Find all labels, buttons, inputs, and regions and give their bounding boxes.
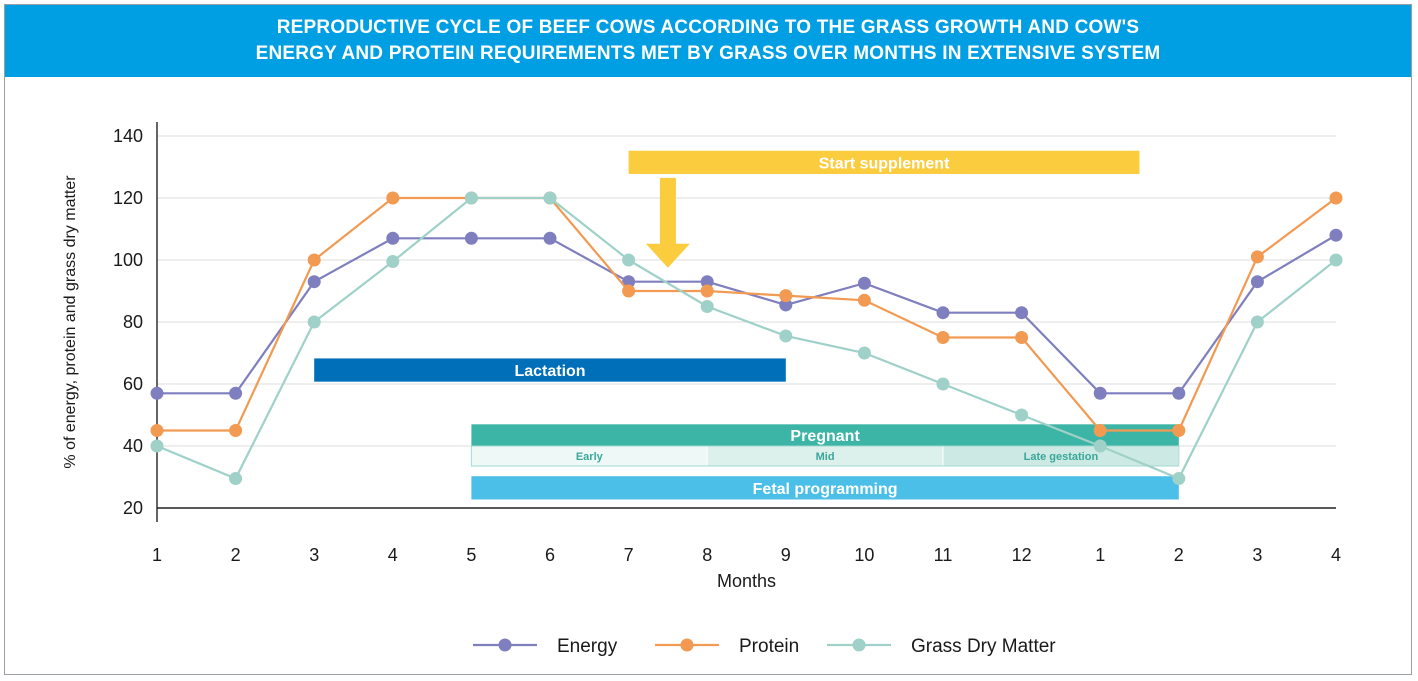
protein-point-10: [857, 293, 871, 307]
grass-dry-matter-point-11: [936, 377, 950, 391]
energy-point-11: [936, 306, 950, 320]
energy-point-6: [543, 231, 557, 245]
y-tick-label-140: 140: [113, 126, 143, 146]
grass-dry-matter-point-1: [150, 439, 164, 453]
x-tick-label-15: 3: [1252, 545, 1262, 565]
protein-point-15: [1250, 250, 1264, 264]
protein-point-12: [1015, 331, 1029, 344]
x-axis-title: Months: [717, 571, 776, 591]
x-tick-label-8: 8: [702, 545, 712, 565]
legend-protein-label: Protein: [739, 636, 799, 657]
chart-title-line-2: ENERGY AND PROTEIN REQUIREMENTS MET BY G…: [255, 43, 1161, 64]
grass-dry-matter-point-14: [1172, 472, 1186, 486]
energy-point-3: [307, 275, 321, 289]
protein-point-13: [1093, 424, 1107, 437]
energy-point-14: [1172, 386, 1186, 400]
protein-point-2: [229, 424, 243, 437]
grass-dry-matter-point-6: [543, 191, 557, 205]
protein-point-8: [700, 284, 714, 298]
pregnant-band-label: Pregnant: [790, 428, 860, 445]
x-tick-label-1: 1: [152, 545, 162, 565]
pregnancy-stage-3: [943, 446, 1179, 466]
protein-point-14: [1172, 424, 1186, 437]
fetal-programming-band-label: Fetal programming: [753, 481, 898, 498]
x-tick-label-9: 9: [781, 545, 791, 565]
grass-dry-matter-point-3: [307, 315, 321, 329]
pregnancy-stage-label-3: Late gestation: [1024, 451, 1099, 463]
protein-point-16: [1329, 191, 1343, 205]
legend-energy-label: Energy: [557, 636, 618, 657]
pregnancy-stage-2: [707, 446, 943, 466]
x-tick-label-14: 2: [1174, 545, 1184, 565]
grass-dry-matter-point-12: [1015, 408, 1029, 422]
energy-point-10: [857, 276, 871, 290]
energy-point-15: [1250, 275, 1264, 289]
legend-protein-marker: [680, 638, 694, 652]
y-tick-label-120: 120: [113, 188, 143, 208]
grass-dry-matter-point-7: [622, 253, 636, 267]
grass-dry-matter-point-16: [1329, 253, 1343, 267]
y-tick-label-100: 100: [113, 250, 143, 270]
energy-point-2: [229, 386, 243, 400]
y-tick-label-40: 40: [123, 436, 143, 456]
x-tick-label-5: 5: [466, 545, 476, 565]
energy-point-4: [386, 231, 400, 245]
y-tick-label-60: 60: [123, 374, 143, 394]
grass-dry-matter-point-5: [464, 191, 478, 205]
grass-dry-matter-point-15: [1250, 315, 1264, 329]
x-tick-label-13: 1: [1095, 545, 1105, 565]
y-tick-label-80: 80: [123, 312, 143, 332]
protein-point-3: [307, 253, 321, 267]
protein-point-9: [779, 289, 793, 303]
y-axis-title: % of energy, protein and grass dry matte…: [62, 175, 79, 469]
pregnancy-stage-label-1: Early: [576, 451, 604, 463]
protein-point-4: [386, 191, 400, 205]
title-banner: REPRODUCTIVE CYCLE OF BEEF COWS ACCORDIN…: [5, 5, 1411, 77]
energy-point-13: [1093, 386, 1107, 400]
x-tick-label-10: 10: [854, 545, 874, 565]
legend-grass-dry-matter-label: Grass Dry Matter: [911, 636, 1056, 657]
x-tick-label-6: 6: [545, 545, 555, 565]
lactation-band: [314, 358, 786, 382]
x-tick-label-7: 7: [624, 545, 634, 565]
start-supplement-band-label: Start supplement: [819, 155, 950, 172]
grass-dry-matter-point-4: [386, 255, 400, 269]
energy-point-12: [1015, 306, 1029, 320]
pregnancy-stage-1: [471, 446, 707, 466]
pregnancy-stage-label-2: Mid: [816, 451, 835, 463]
x-tick-label-12: 12: [1012, 545, 1032, 565]
protein-point-7: [622, 284, 636, 298]
grass-dry-matter-point-9: [779, 329, 793, 343]
energy-point-9: [779, 298, 793, 312]
pregnant-band: [471, 424, 1179, 446]
protein-line: [157, 196, 1337, 432]
lactation-band-label: Lactation: [514, 363, 585, 380]
chart-frame: REPRODUCTIVE CYCLE OF BEEF COWS ACCORDIN…: [4, 4, 1412, 675]
legend-energy-marker: [498, 638, 512, 652]
y-tick-label-20: 20: [123, 498, 143, 518]
energy-point-5: [464, 231, 478, 245]
grass-dry-matter-line: [156, 196, 1337, 480]
energy-point-1: [150, 386, 164, 400]
legend-grass-dry-matter-marker: [852, 638, 866, 652]
grass-dry-matter-point-13: [1093, 439, 1107, 453]
supplement-arrow: [645, 177, 690, 268]
fetal-programming-band: [471, 476, 1179, 500]
grass-dry-matter-point-8: [700, 300, 714, 313]
x-tick-label-16: 4: [1331, 545, 1341, 565]
chart-title-line-1: REPRODUCTIVE CYCLE OF BEEF COWS ACCORDIN…: [276, 17, 1140, 38]
grass-dry-matter-point-10: [857, 346, 871, 360]
energy-point-7: [622, 275, 636, 289]
grass-dry-matter-point-2: [229, 472, 243, 486]
x-tick-label-4: 4: [388, 545, 398, 565]
energy-point-8: [700, 275, 714, 289]
energy-point-16: [1329, 228, 1343, 242]
protein-point-11: [936, 331, 950, 344]
x-tick-label-3: 3: [309, 545, 319, 565]
start-supplement-band: [628, 150, 1140, 174]
protein-point-1: [150, 424, 164, 437]
x-tick-label-11: 11: [934, 545, 953, 565]
x-tick-label-2: 2: [231, 545, 241, 565]
